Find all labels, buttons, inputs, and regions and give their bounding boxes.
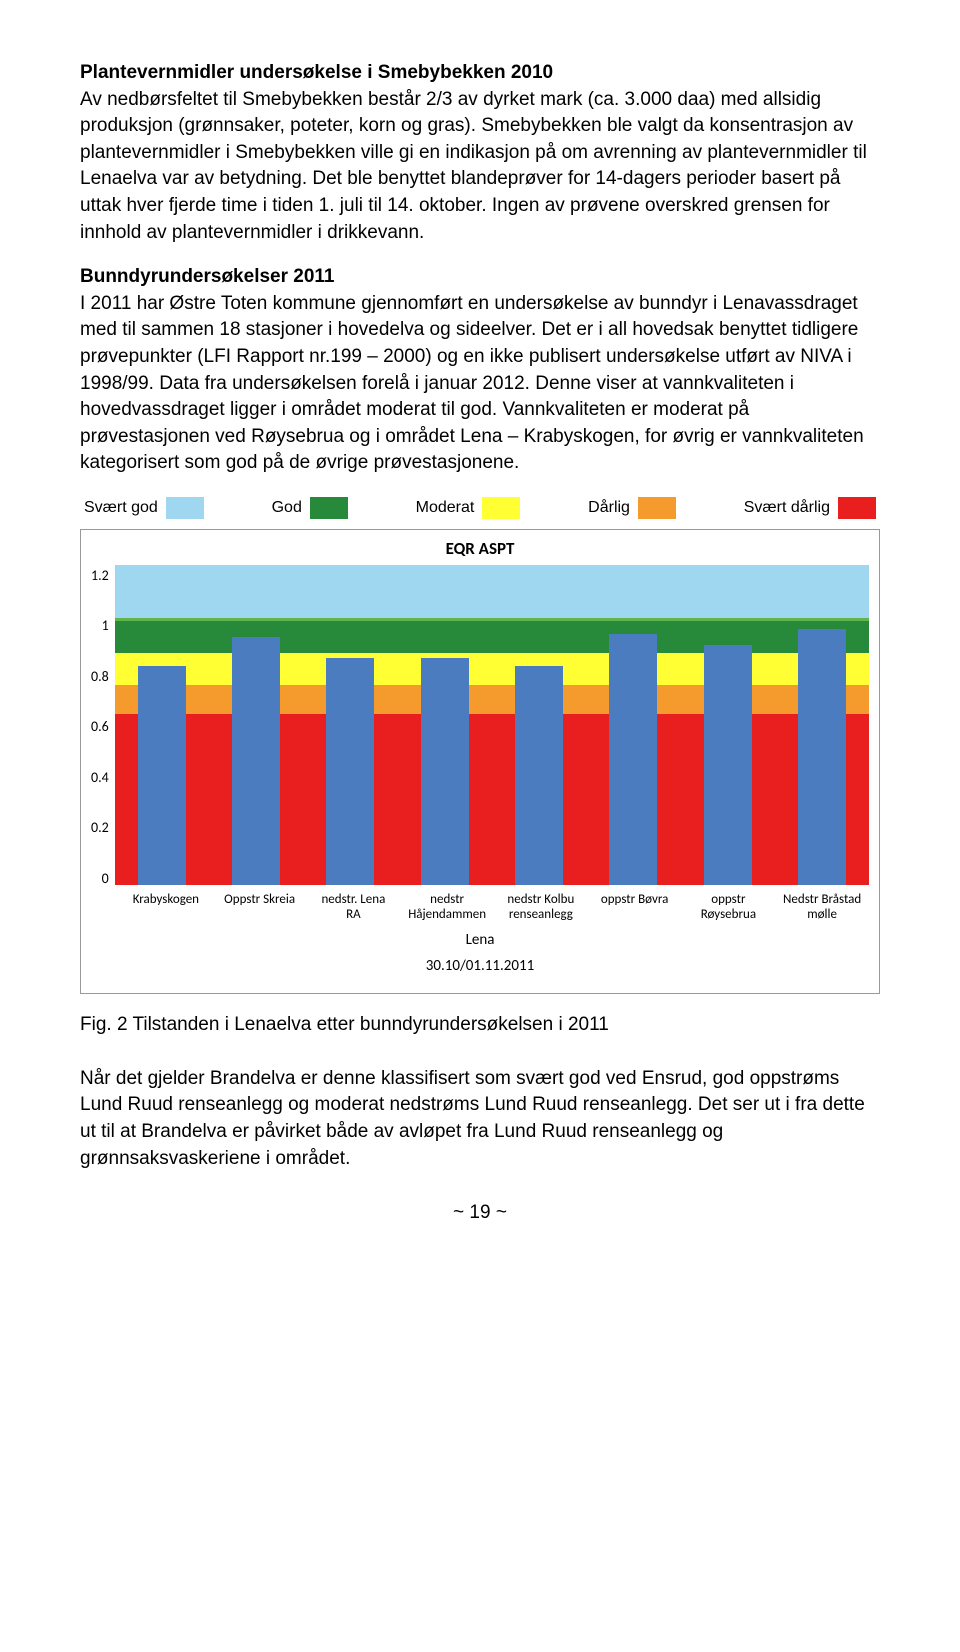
legend-swatch [638,497,676,519]
para1-text: Av nedbørsfeltet til Smebybekken består … [80,89,867,243]
x-label: oppstr Bøvra [588,893,682,923]
figure-caption: Fig. 2 Tilstanden i Lenaelva etter bunnd… [80,1014,880,1036]
legend-swatch [310,497,348,519]
chart-sub1: Lena [91,931,869,949]
bars-container [115,565,869,885]
legend-swatch [838,497,876,519]
x-label: nedstrHåjendammen [400,893,494,923]
legend-swatch [482,497,520,519]
section2-title: Bunndyrundersøkelser 2011 [80,266,335,287]
y-tick: 1 [102,617,109,634]
bar [609,634,657,885]
section-bunndyr: Bunndyrundersøkelser 2011 I 2011 har Øst… [80,264,880,477]
para3-text: Når det gjelder Brandelva er denne klass… [80,1066,880,1172]
x-label: Nedstr Bråstadmølle [775,893,869,923]
bar [232,637,280,885]
y-tick: 0 [102,870,109,887]
section-plantevernmidler: Plantevernmidler undersøkelse i Smebybek… [80,60,880,246]
legend-label: Svært dårlig [744,499,830,517]
legend-label: Dårlig [588,499,630,517]
legend-item: God [272,497,348,519]
chart-body: 1.2 1 0.8 0.6 0.4 0.2 0 [91,565,869,887]
plot-area [115,565,869,885]
chart-legend: Svært god God Moderat Dårlig Svært dårlig [80,497,880,519]
section1-title: Plantevernmidler undersøkelse i Smebybek… [80,62,553,83]
bar [326,658,374,885]
eqr-chart: EQR ASPT 1.2 1 0.8 0.6 0.4 0.2 0 KrabyskogenOp… [80,529,880,994]
y-tick: 0.2 [91,819,109,836]
bar [515,666,563,885]
legend-label: God [272,499,302,517]
legend-item: Dårlig [588,497,676,519]
x-label: oppstrRøysebrua [682,893,776,923]
legend-item: Svært dårlig [744,497,876,519]
bar [704,645,752,885]
legend-item: Moderat [416,497,521,519]
x-axis: KrabyskogenOppstr Skreianedstr. LenaRAne… [119,893,869,923]
chart-title: EQR ASPT [91,538,869,559]
chart-sub2: 30.10/01.11.2011 [91,957,869,975]
y-tick: 0.4 [91,769,109,786]
page-number: ~ 19 ~ [80,1202,880,1224]
para2-text: I 2011 har Østre Toten kommune gjennomfø… [80,293,864,474]
bar [138,666,186,885]
x-label: nedstr Kolburenseanlegg [494,893,588,923]
legend-label: Moderat [416,499,475,517]
x-label: Krabyskogen [119,893,213,923]
y-tick: 0.6 [91,718,109,735]
legend-label: Svært god [84,499,158,517]
x-label: nedstr. LenaRA [307,893,401,923]
x-label: Oppstr Skreia [213,893,307,923]
y-tick: 1.2 [91,567,109,584]
y-axis: 1.2 1 0.8 0.6 0.4 0.2 0 [91,565,115,887]
y-tick: 0.8 [91,668,109,685]
legend-swatch [166,497,204,519]
legend-item: Svært god [84,497,204,519]
bar [798,629,846,885]
bar [421,658,469,885]
